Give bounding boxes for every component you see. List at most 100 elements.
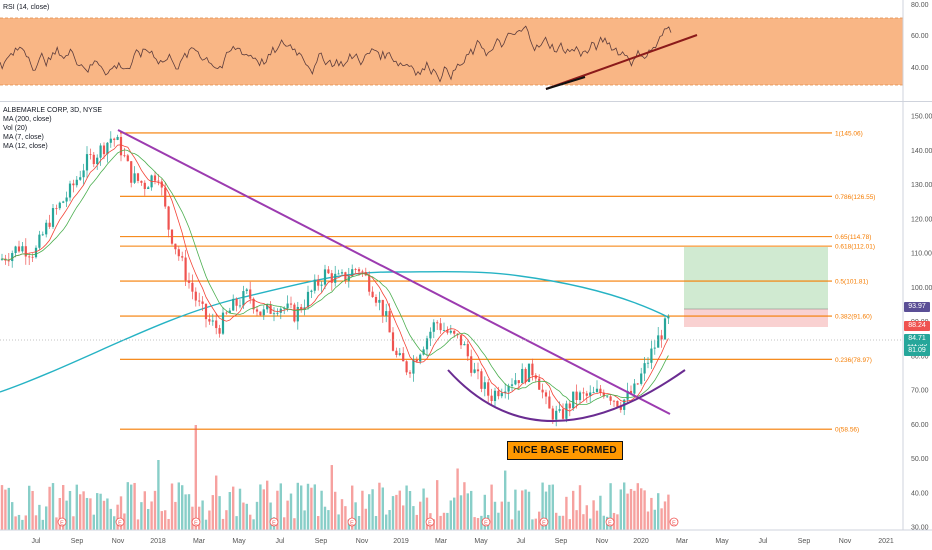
rsi-legend[interactable]: RSI (14, close)	[3, 4, 50, 11]
volume-bar	[38, 504, 41, 530]
candle-body	[68, 183, 72, 198]
rsi-band	[0, 18, 903, 85]
earnings-marker-circle	[481, 517, 491, 527]
rsi-axis-label-40: 40.00	[911, 65, 929, 72]
volume-bar	[170, 483, 174, 530]
rounding-base-arc[interactable]	[447, 369, 686, 422]
rsi-pane[interactable]: 80.00 60.00 40.00	[0, 0, 932, 101]
candle-body	[92, 154, 95, 165]
ma12-line	[1, 149, 669, 405]
candle-body	[442, 330, 446, 331]
time-axis-label: Sep	[315, 538, 328, 545]
volume-bar	[456, 468, 459, 530]
price-axis-label: 60.00	[911, 422, 929, 429]
price-axis-label: 150.00	[911, 114, 932, 121]
candle-body	[595, 388, 599, 393]
candle-body	[582, 392, 585, 394]
volume-bar	[164, 510, 167, 530]
earnings-marker-letter: E	[60, 521, 64, 527]
rsi-trendline[interactable]	[545, 34, 698, 90]
volume-bar	[653, 509, 656, 530]
volume-bar	[313, 484, 316, 530]
volume-bar	[568, 519, 571, 530]
candle-body	[58, 202, 61, 209]
candle-body	[463, 344, 466, 346]
volume-bar	[402, 505, 405, 530]
volume-bar	[623, 482, 626, 530]
volume-bar	[34, 515, 38, 530]
time-axis[interactable]: Jul Sep Nov 2018 Mar May Jul Sep Nov 2019 Mar May Ju…	[32, 538, 894, 545]
volume-bar	[391, 496, 395, 530]
descending-trendline[interactable]	[117, 129, 671, 415]
price-axis[interactable]: 150.00140.00130.00120.00110.00100.0090.0…	[911, 114, 932, 532]
candle-body	[204, 303, 208, 320]
stop-zone[interactable]	[684, 309, 828, 327]
candle-body	[320, 284, 323, 286]
candle-body	[493, 390, 497, 402]
volume-bar	[582, 514, 585, 530]
legend-ma12[interactable]: MA (12, close)	[3, 143, 48, 150]
volume-bar	[51, 483, 55, 530]
volume-bar	[157, 460, 160, 530]
candle-body	[395, 350, 398, 355]
candle-body	[568, 403, 571, 409]
legend-ma7[interactable]: MA (7, close)	[3, 134, 44, 141]
price-axis-label: 130.00	[911, 182, 932, 189]
candle-body	[272, 313, 276, 315]
volume-bar	[286, 500, 289, 530]
candle-body	[361, 271, 364, 273]
volume-bar	[269, 502, 272, 530]
candle-body	[378, 299, 381, 303]
candle-body	[126, 155, 129, 162]
volume-bar	[514, 489, 517, 530]
legend-ma200[interactable]: MA (200, close)	[3, 116, 52, 123]
candle-body	[497, 390, 500, 397]
candle-body	[490, 395, 493, 402]
candle-body	[412, 359, 415, 374]
time-axis-label: Nov	[839, 538, 852, 545]
volume-bar	[14, 516, 17, 530]
volume-bar	[75, 484, 78, 530]
price-tag-target: 111.35	[904, 340, 930, 350]
candle-body	[306, 291, 310, 308]
volume-bar	[650, 497, 653, 530]
candle-body	[133, 173, 136, 183]
price-pane[interactable]: 1(145.06) 0.786(126.55) 0.65(114.78) 0.618(…	[0, 102, 932, 550]
price-axis-label: 50.00	[911, 456, 929, 463]
candle-body	[419, 354, 422, 362]
volume-bar	[320, 490, 323, 530]
volume-bar	[408, 490, 412, 530]
legend-volume[interactable]: Vol (20)	[3, 125, 28, 132]
candle-body	[140, 180, 143, 183]
earnings-marker-letter: E	[272, 521, 276, 527]
candle-body	[79, 177, 82, 180]
volume-bar	[289, 493, 293, 530]
pane-divider[interactable]	[0, 101, 932, 102]
volume-bar	[72, 516, 75, 530]
candle-body	[225, 312, 228, 314]
fib-retracement[interactable]: 1(145.06) 0.786(126.55) 0.65(114.78) 0.618(…	[120, 130, 875, 434]
volume-bar	[551, 484, 554, 530]
candle-body	[544, 392, 548, 397]
time-axis-label: Nov	[596, 538, 609, 545]
candles	[0, 130, 670, 427]
volume-bar	[378, 482, 381, 530]
earnings-marker-letter: E	[350, 521, 354, 527]
annotation-nice-base[interactable]: NICE BASE FORMED	[507, 441, 623, 460]
volume-bar	[0, 485, 4, 530]
time-axis-label: Nov	[112, 538, 125, 545]
volume-bar	[293, 518, 296, 530]
target-zone[interactable]	[684, 247, 828, 309]
candle-body	[415, 359, 418, 362]
candle-body	[480, 371, 483, 389]
candle-body	[476, 369, 480, 372]
time-axis-label: Jul	[759, 538, 768, 545]
legend-symbol[interactable]: ALBEMARLE CORP, 3D, NYSE	[3, 107, 103, 114]
main-legend[interactable]: ALBEMARLE CORP, 3D, NYSE MA (200, close)…	[3, 106, 102, 151]
candle-body	[337, 273, 340, 275]
volume-bar	[558, 515, 561, 530]
volume-bar	[116, 504, 119, 530]
price-axis-label: 120.00	[911, 216, 932, 223]
candle-body	[174, 243, 177, 250]
volume-bar	[449, 500, 452, 530]
